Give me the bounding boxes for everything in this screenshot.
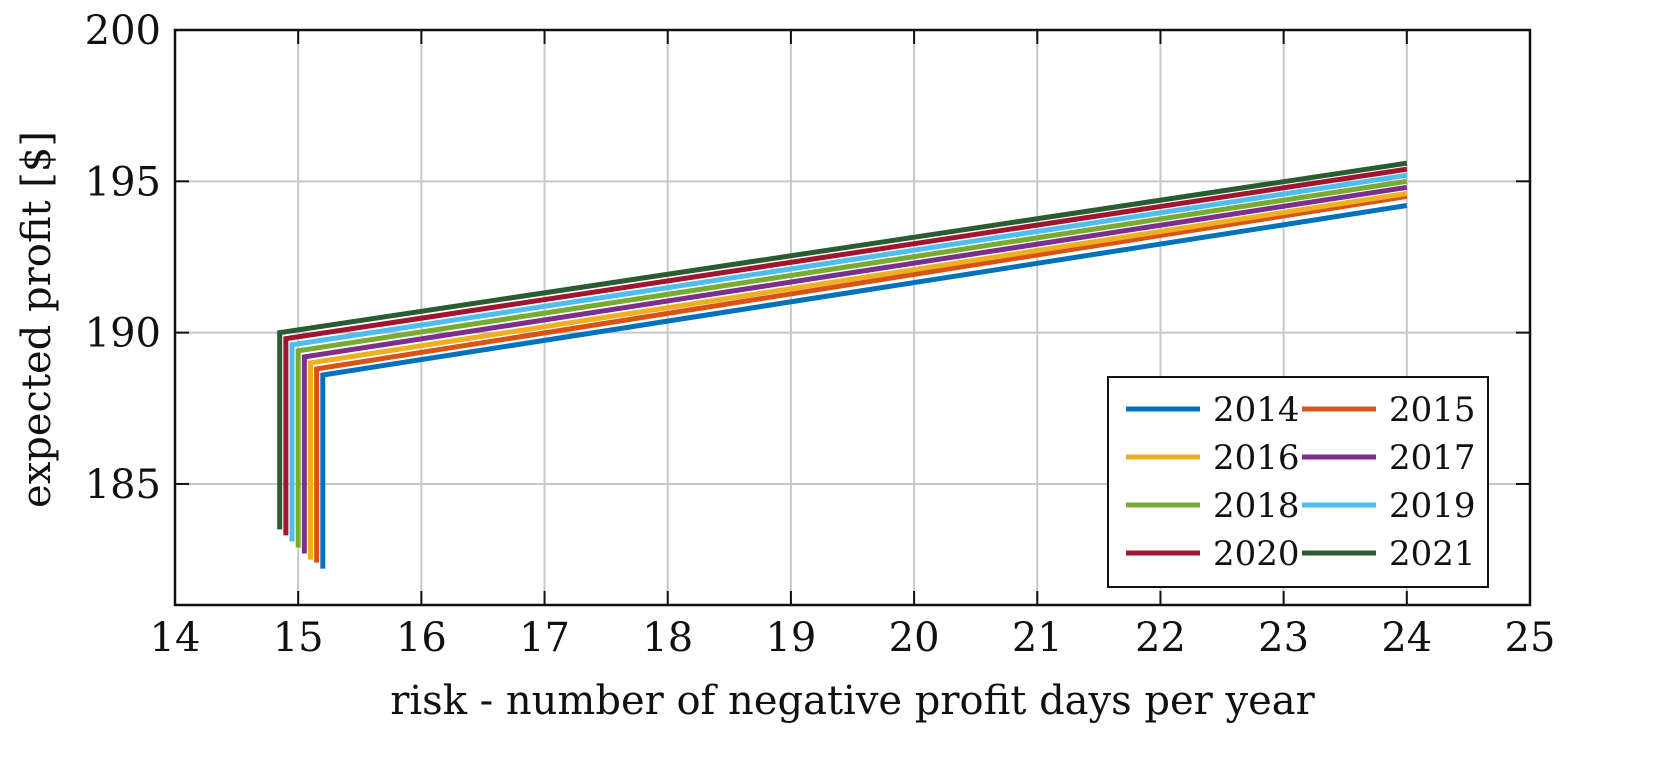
x-tick-label: 20 xyxy=(889,615,940,661)
y-axis-label: expected profit [$] xyxy=(14,131,60,508)
y-tick-label: 200 xyxy=(85,8,161,54)
x-tick-label: 17 xyxy=(519,615,570,661)
x-tick-label: 21 xyxy=(1012,615,1063,661)
x-tick-label: 23 xyxy=(1258,615,1309,661)
legend-label-2017: 2017 xyxy=(1389,438,1476,478)
legend-label-2020: 2020 xyxy=(1213,534,1300,574)
y-tick-label: 190 xyxy=(85,311,161,357)
legend-label-2014: 2014 xyxy=(1213,390,1300,430)
legend-label-2021: 2021 xyxy=(1389,534,1476,574)
x-tick-label: 16 xyxy=(396,615,447,661)
series-line-2019 xyxy=(289,172,1408,542)
y-tick-label: 195 xyxy=(85,159,161,205)
series-line-2017 xyxy=(301,184,1408,554)
series-line-2020 xyxy=(283,166,1408,536)
series-line-2018 xyxy=(295,178,1408,548)
x-tick-label: 24 xyxy=(1381,615,1432,661)
x-tick-label: 15 xyxy=(273,615,324,661)
x-tick-label: 22 xyxy=(1135,615,1186,661)
legend-label-2015: 2015 xyxy=(1389,390,1476,430)
y-tick-label: 185 xyxy=(85,462,161,508)
series-line-2021 xyxy=(277,160,1408,530)
legend-label-2016: 2016 xyxy=(1213,438,1300,478)
x-tick-label: 18 xyxy=(642,615,693,661)
plot-frame xyxy=(173,28,1532,607)
series-line-2014 xyxy=(320,203,1408,569)
legend-label-2019: 2019 xyxy=(1389,486,1476,526)
x-tick-label: 19 xyxy=(765,615,816,661)
legend-label-2018: 2018 xyxy=(1213,486,1300,526)
series-lines xyxy=(277,160,1408,569)
series-line-2015 xyxy=(314,193,1408,563)
x-tick-label: 25 xyxy=(1505,615,1556,661)
x-axis-label: risk - number of negative profit days pe… xyxy=(390,678,1315,724)
x-tick-label: 14 xyxy=(150,615,201,661)
series-line-2016 xyxy=(308,190,1408,560)
legend: 2014 2015 2016 2017 2018 2019 2020 2021 xyxy=(1107,376,1489,588)
